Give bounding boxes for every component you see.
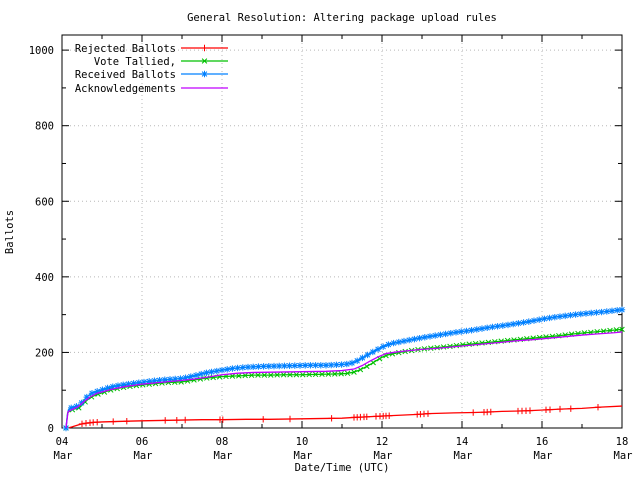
x-tick-month: Mar — [614, 450, 633, 462]
x-tick-day: 10 — [296, 436, 309, 448]
legend-entry-vote-tallied: Vote Tallied, — [94, 56, 228, 68]
x-tick-month: Mar — [134, 450, 153, 462]
y-tick-label: 400 — [35, 272, 54, 284]
y-tick-label: 200 — [35, 347, 54, 359]
y-tick-labels: 0 200 400 600 800 1000 — [29, 45, 54, 435]
x-tick-month: Mar — [214, 450, 233, 462]
series-markers — [78, 404, 602, 428]
series-markers — [62, 306, 626, 432]
x-tick-month: Mar — [374, 450, 393, 462]
series-vote-tallied — [63, 326, 625, 431]
x-tick-day: 14 — [456, 436, 469, 448]
legend-entry-received-ballots: Received Ballots — [75, 69, 228, 81]
grid-lines — [62, 35, 622, 428]
y-axis-title: Ballots — [4, 210, 16, 254]
series-acknowledgements — [65, 331, 623, 429]
y-tick-label: 600 — [35, 196, 54, 208]
series-received-ballots — [62, 306, 626, 432]
x-axis-title: Date/Time (UTC) — [295, 462, 390, 474]
x-tick-month: Mar — [54, 450, 73, 462]
x-tick-day: 16 — [536, 436, 549, 448]
x-tick-day: 18 — [616, 436, 629, 448]
x-tick-day: 08 — [216, 436, 229, 448]
legend-label: Vote Tallied, — [94, 56, 176, 68]
legend-marker — [201, 58, 208, 64]
legend-entry-acknowledgements: Acknowledgements — [75, 83, 228, 95]
x-tick-day: 06 — [136, 436, 149, 448]
y-tick-label: 1000 — [29, 45, 54, 57]
legend-label: Acknowledgements — [75, 83, 176, 95]
legend-marker — [201, 70, 208, 78]
legend-entry-rejected-ballots: Rejected Ballots — [75, 43, 228, 55]
legend-label: Received Ballots — [75, 69, 176, 81]
y-tick-label: 0 — [48, 423, 54, 435]
plot-border-and-ticks — [61, 34, 623, 429]
chart-title: General Resolution: Altering package upl… — [187, 12, 497, 24]
x-tick-labels: 04 Mar 06 Mar 08 Mar 10 Mar 12 Mar 14 Mar 16 Mar 18 Mar — [54, 436, 633, 462]
x-tick-month: Mar — [534, 450, 553, 462]
legend-label: Rejected Ballots — [75, 43, 176, 55]
y-tick-label: 800 — [35, 121, 54, 133]
x-tick-month: Mar — [294, 450, 313, 462]
x-tick-day: 12 — [376, 436, 389, 448]
series-rejected-ballots — [67, 404, 623, 429]
x-tick-month: Mar — [454, 450, 473, 462]
legend-marker — [201, 44, 208, 52]
x-tick-day: 04 — [56, 436, 69, 448]
series-markers — [63, 326, 625, 431]
